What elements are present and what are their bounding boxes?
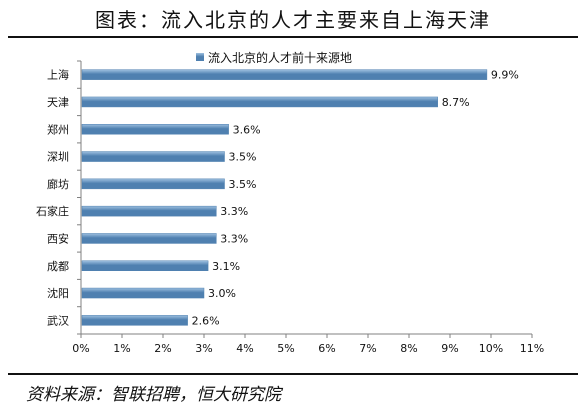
data-label: 3.0%: [208, 287, 236, 300]
title-divider: [8, 36, 578, 38]
plot-area: 0% 1% 2% 3% 4% 5% 6% 7% 8% 9% 10% 11% 上海 9.9% 天津 8.7% 郑州…: [36, 60, 544, 355]
x-tick-label: 4%: [236, 342, 253, 355]
x-tick-label: 11%: [520, 342, 544, 355]
bar: [81, 96, 438, 108]
data-label: 3.5%: [229, 151, 257, 164]
category-label: 武汉: [47, 314, 69, 327]
x-tick-label: 1%: [113, 342, 130, 355]
page-title: 图表：流入北京的人才主要来自上海天津: [95, 8, 491, 32]
x-tick-label: 7%: [359, 342, 376, 355]
category-label: 西安: [47, 231, 69, 245]
source-divider: [8, 373, 578, 375]
bar: [81, 205, 217, 217]
data-label: 2.6%: [192, 314, 220, 327]
x-tick-label: 6%: [318, 342, 335, 355]
chart-legend: 流入北京的人才前十来源地: [196, 50, 352, 65]
category-label: 廊坊: [47, 177, 69, 191]
bar: [81, 287, 205, 299]
x-tick-label: 5%: [277, 342, 294, 355]
data-label: 3.5%: [229, 178, 257, 191]
legend-label: 流入北京的人才前十来源地: [208, 50, 352, 65]
category-label: 成都: [47, 260, 69, 273]
data-label: 9.9%: [491, 69, 519, 82]
data-label: 3.1%: [212, 260, 240, 273]
bar: [81, 315, 188, 326]
data-label: 3.6%: [233, 123, 261, 136]
bar: [81, 233, 217, 244]
x-tick-label: 9%: [441, 342, 458, 355]
legend-swatch: [196, 53, 204, 61]
bar: [81, 178, 225, 190]
x-tick-label: 0%: [72, 342, 89, 355]
x-tick-label: 10%: [479, 342, 503, 355]
x-tick-label: 3%: [195, 342, 212, 355]
bar: [81, 260, 209, 271]
source-note: 资料来源：智联招聘，恒大研究院: [26, 385, 281, 405]
x-tick-label: 2%: [154, 342, 171, 355]
data-label: 8.7%: [442, 96, 470, 109]
data-label: 3.3%: [220, 232, 248, 245]
category-label: 石家庄: [36, 204, 69, 218]
x-tick-label: 8%: [400, 342, 417, 355]
bar: [81, 124, 229, 135]
category-label: 郑州: [47, 122, 69, 136]
category-label: 天津: [47, 96, 69, 109]
category-label: 沈阳: [47, 286, 69, 300]
category-label: 深圳: [47, 151, 69, 164]
data-label: 3.3%: [220, 205, 248, 218]
bar: [81, 151, 225, 162]
bar: [81, 69, 488, 80]
category-label: 上海: [47, 68, 69, 82]
